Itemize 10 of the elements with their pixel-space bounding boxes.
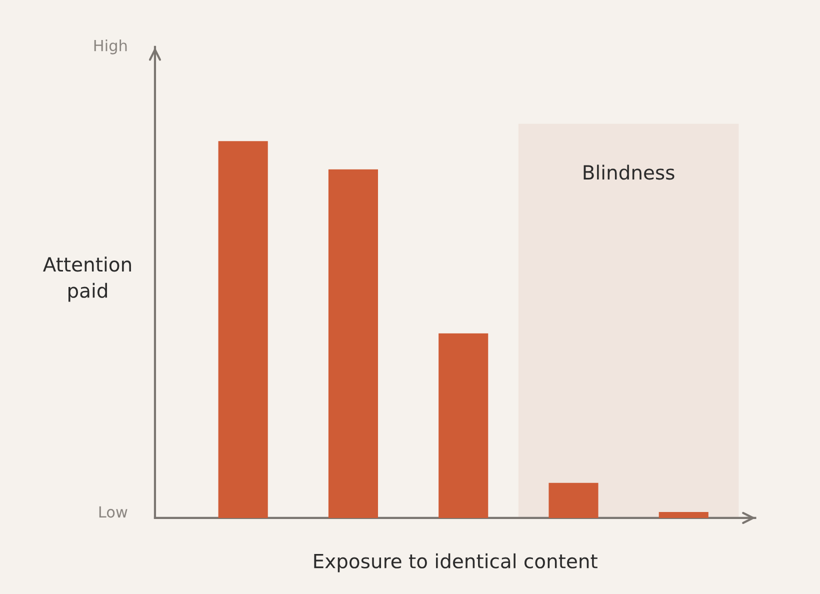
bar [548, 482, 598, 518]
text: Low [99, 506, 128, 518]
bar [438, 333, 488, 518]
annotation: Blindness [584, 164, 674, 180]
bar [658, 512, 708, 518]
bar [218, 141, 268, 518]
text: High [94, 40, 127, 54]
bar [328, 169, 378, 518]
x-axis-title: Exposure to identical content [314, 553, 598, 572]
y-axis-title: Attention paid [43, 256, 131, 302]
